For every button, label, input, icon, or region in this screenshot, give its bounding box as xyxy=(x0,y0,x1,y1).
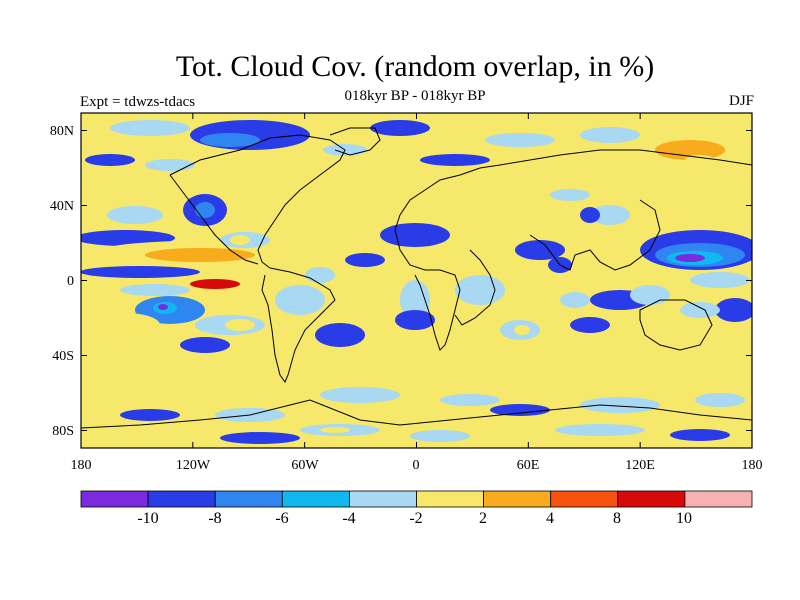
colorbar-label: 10 xyxy=(676,510,692,527)
lat-label-80s: 80S xyxy=(52,424,74,439)
colorbar-label: 4 xyxy=(546,510,554,527)
lat-label-0: 0 xyxy=(67,274,74,289)
colorbar-label: -8 xyxy=(208,510,221,527)
lon-label-180w: 180 xyxy=(71,458,92,473)
colorbar-label: -4 xyxy=(342,510,355,527)
plot-title: Tot. Cloud Cov. (random overlap, in %) xyxy=(175,50,655,83)
lat-label-40s: 40S xyxy=(52,349,74,364)
colorbar-swatch xyxy=(416,490,484,508)
lon-label-120w: 120W xyxy=(176,458,211,473)
lon-label-180e: 180 xyxy=(742,458,763,473)
colorbar-label: -10 xyxy=(137,510,158,527)
colorbar xyxy=(80,490,753,508)
colorbar-swatch xyxy=(214,490,283,508)
colorbar-labels: -10 -8 -6 -4 -2 2 4 8 10 xyxy=(137,510,692,527)
lat-label-80n: 80N xyxy=(50,124,74,139)
season-label: DJF xyxy=(728,93,754,109)
colorbar-swatch xyxy=(550,490,619,508)
coastlines xyxy=(81,127,752,429)
colorbar-label: -6 xyxy=(275,510,288,527)
colorbar-swatch xyxy=(684,490,753,508)
colorbar-swatch xyxy=(483,490,552,508)
lon-label-0: 0 xyxy=(413,458,420,473)
plot-subtitle: 018kyr BP - 018kyr BP xyxy=(344,88,486,104)
map-field xyxy=(81,113,752,448)
experiment-label: Expt = tdwzs-tdacs xyxy=(80,94,196,110)
latitude-labels: 80N 40N 0 40S 80S xyxy=(50,124,74,439)
lon-label-120e: 120E xyxy=(625,458,655,473)
colorbar-swatch xyxy=(281,490,350,508)
colorbar-label: -2 xyxy=(409,510,422,527)
colorbar-swatch xyxy=(147,490,216,508)
colorbar-swatch xyxy=(80,490,149,508)
colorbar-label: 8 xyxy=(613,510,621,527)
lon-label-60e: 60E xyxy=(517,458,540,473)
colorbar-swatch xyxy=(348,490,417,508)
lat-label-40n: 40N xyxy=(50,199,74,214)
colorbar-label: 2 xyxy=(479,510,487,527)
longitude-labels: 180 120W 60W 0 60E 120E 180 xyxy=(71,458,763,473)
colorbar-swatch xyxy=(617,490,686,508)
axis-ticks xyxy=(80,113,753,448)
lon-label-60w: 60W xyxy=(291,458,319,473)
